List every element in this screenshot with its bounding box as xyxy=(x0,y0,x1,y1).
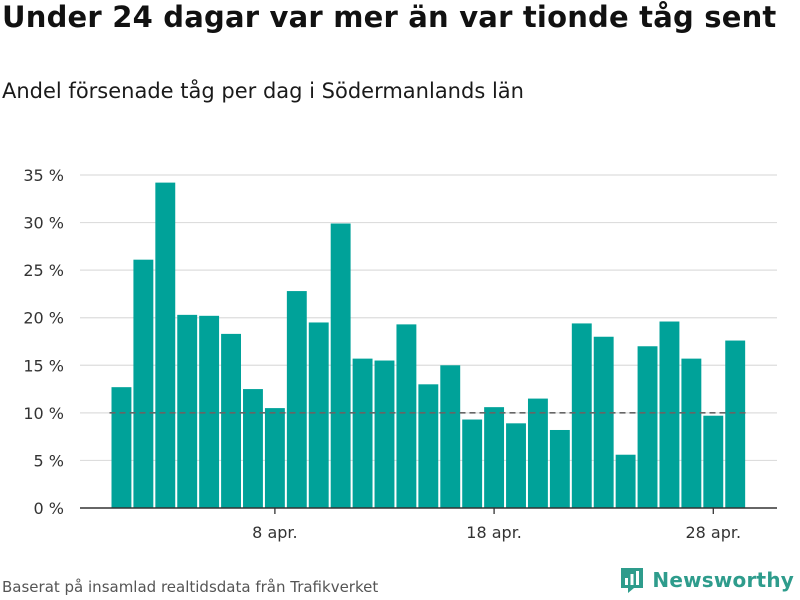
y-tick-label: 20 % xyxy=(23,309,64,328)
brand-name: Newsworthy xyxy=(652,568,794,592)
y-tick-label: 35 % xyxy=(23,166,64,185)
bar xyxy=(396,324,417,508)
bar xyxy=(111,387,132,508)
bar xyxy=(155,182,176,508)
bar xyxy=(243,389,263,508)
y-axis-ticks: 0 % 5 % 10 % 15 % 20 % 25 % 30 % 35 % xyxy=(23,166,64,518)
bar xyxy=(527,398,548,508)
chart-title: Under 24 dagar var mer än var tionde tåg… xyxy=(2,0,777,34)
bars xyxy=(111,182,746,508)
y-tick-label: 5 % xyxy=(34,451,64,470)
bar xyxy=(571,323,592,508)
bar xyxy=(725,340,746,508)
bar xyxy=(484,407,505,508)
bar xyxy=(286,291,307,508)
bar xyxy=(462,419,483,508)
x-tick-label: 18 apr. xyxy=(466,523,522,542)
bar xyxy=(440,365,461,508)
bar xyxy=(352,358,373,508)
bar xyxy=(659,321,680,508)
bar xyxy=(177,314,198,508)
bar xyxy=(374,360,395,508)
bar xyxy=(308,322,329,508)
bar xyxy=(221,333,241,508)
bar xyxy=(703,415,724,508)
bar xyxy=(133,259,154,508)
bar xyxy=(549,429,570,508)
chart-subtitle: Andel försenade tåg per dag i Södermanla… xyxy=(2,79,524,103)
bar xyxy=(199,315,220,508)
bar xyxy=(593,336,614,508)
x-tick-label: 8 apr. xyxy=(252,523,297,542)
y-tick-label: 10 % xyxy=(23,404,64,423)
y-tick-label: 0 % xyxy=(34,499,64,518)
bar xyxy=(681,358,702,508)
bar xyxy=(330,223,351,508)
bar xyxy=(264,408,285,508)
source-note: Baserat på insamlad realtidsdata från Tr… xyxy=(2,578,379,596)
y-tick-label: 30 % xyxy=(23,214,64,233)
x-tick-label: 28 apr. xyxy=(685,523,741,542)
y-tick-label: 15 % xyxy=(23,356,64,375)
bar xyxy=(506,423,526,508)
newsworthy-logo-icon xyxy=(621,568,644,593)
bar xyxy=(418,384,439,508)
x-axis-ticks: 8 apr. 18 apr. 28 apr. xyxy=(252,508,741,542)
y-tick-label: 25 % xyxy=(23,261,64,280)
brand-logo[interactable]: Newsworthy xyxy=(620,566,794,594)
bar xyxy=(637,346,658,508)
bar xyxy=(615,454,636,508)
